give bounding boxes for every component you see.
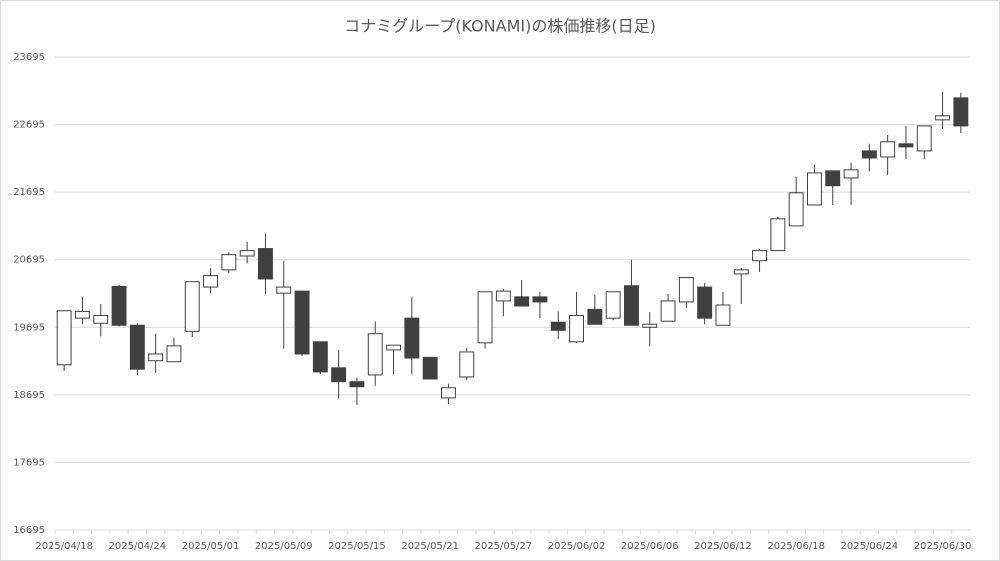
candle-body — [898, 143, 914, 148]
candle-body — [459, 351, 475, 378]
y-tick-label: 21695 — [13, 187, 45, 198]
candle-body — [587, 308, 603, 325]
x-tick-label: 2025/06/02 — [548, 541, 606, 552]
candle-body — [294, 290, 310, 355]
candle-body — [514, 296, 530, 307]
candle-body — [733, 269, 749, 275]
candle-body — [935, 115, 951, 121]
candle-body — [550, 321, 566, 331]
y-tick-label: 23695 — [13, 52, 45, 63]
candle-body — [148, 353, 164, 362]
candle-body — [93, 314, 109, 324]
candle-body — [788, 192, 804, 227]
y-tick-label: 17695 — [13, 457, 45, 468]
candle-body — [184, 281, 200, 332]
candle-body — [770, 218, 786, 252]
candle-body — [861, 150, 877, 159]
y-tick-label: 19695 — [13, 322, 45, 333]
candle-body — [276, 286, 292, 294]
x-tick-label: 2025/04/18 — [35, 541, 93, 552]
candle-body — [477, 291, 493, 344]
x-tick-label: 2025/05/15 — [328, 541, 386, 552]
candle-body — [825, 170, 841, 187]
candle-body — [678, 277, 694, 303]
x-tick-label: 2025/05/01 — [182, 541, 240, 552]
candle-body — [569, 314, 585, 343]
y-tick-label: 22695 — [13, 120, 45, 131]
candle-body — [111, 285, 127, 326]
candle-body — [806, 172, 822, 206]
candle-body — [221, 254, 237, 271]
y-tick-label: 18695 — [13, 390, 45, 401]
candle-body — [257, 248, 273, 280]
x-tick-label: 2025/05/27 — [475, 541, 533, 552]
x-tick-label: 2025/06/12 — [694, 541, 752, 552]
y-tick-label: 16695 — [13, 525, 45, 536]
candle-body — [660, 300, 676, 322]
candle-body — [386, 344, 402, 351]
candle-body — [495, 290, 511, 302]
candle-body — [605, 291, 621, 319]
candle-body — [422, 356, 438, 380]
candle-body — [440, 387, 456, 399]
candle-body — [642, 323, 658, 328]
x-tick-label: 2025/06/30 — [914, 541, 972, 552]
x-tick-label: 2025/05/09 — [255, 541, 313, 552]
chart-title: コナミグループ(KONAMI)の株価推移(日足) — [344, 17, 656, 36]
x-tick-label: 2025/06/18 — [767, 541, 825, 552]
candle-body — [532, 296, 548, 303]
candle-body — [312, 341, 328, 373]
candle-body — [697, 286, 713, 319]
candle-body — [715, 304, 731, 326]
candle-body — [623, 285, 639, 326]
candle-body — [367, 333, 383, 376]
candle-body — [916, 125, 932, 152]
x-tick-label: 2025/05/21 — [401, 541, 459, 552]
candle-body — [843, 169, 859, 179]
x-tick-label: 2025/06/24 — [841, 541, 899, 552]
candle-body — [129, 324, 145, 370]
candle-body — [349, 381, 365, 388]
candle-body — [331, 367, 347, 383]
x-tick-label: 2025/06/06 — [621, 541, 679, 552]
candle-body — [203, 275, 219, 288]
candle-body — [953, 97, 969, 127]
candle-body — [880, 141, 896, 158]
candle-body — [56, 310, 72, 366]
y-tick-label: 20695 — [13, 255, 45, 266]
candle-body — [239, 250, 255, 257]
candle-body — [74, 310, 90, 319]
candle-body — [752, 250, 768, 262]
x-tick-label: 2025/04/24 — [109, 541, 167, 552]
candle-body — [166, 345, 182, 363]
candle-body — [404, 317, 420, 359]
